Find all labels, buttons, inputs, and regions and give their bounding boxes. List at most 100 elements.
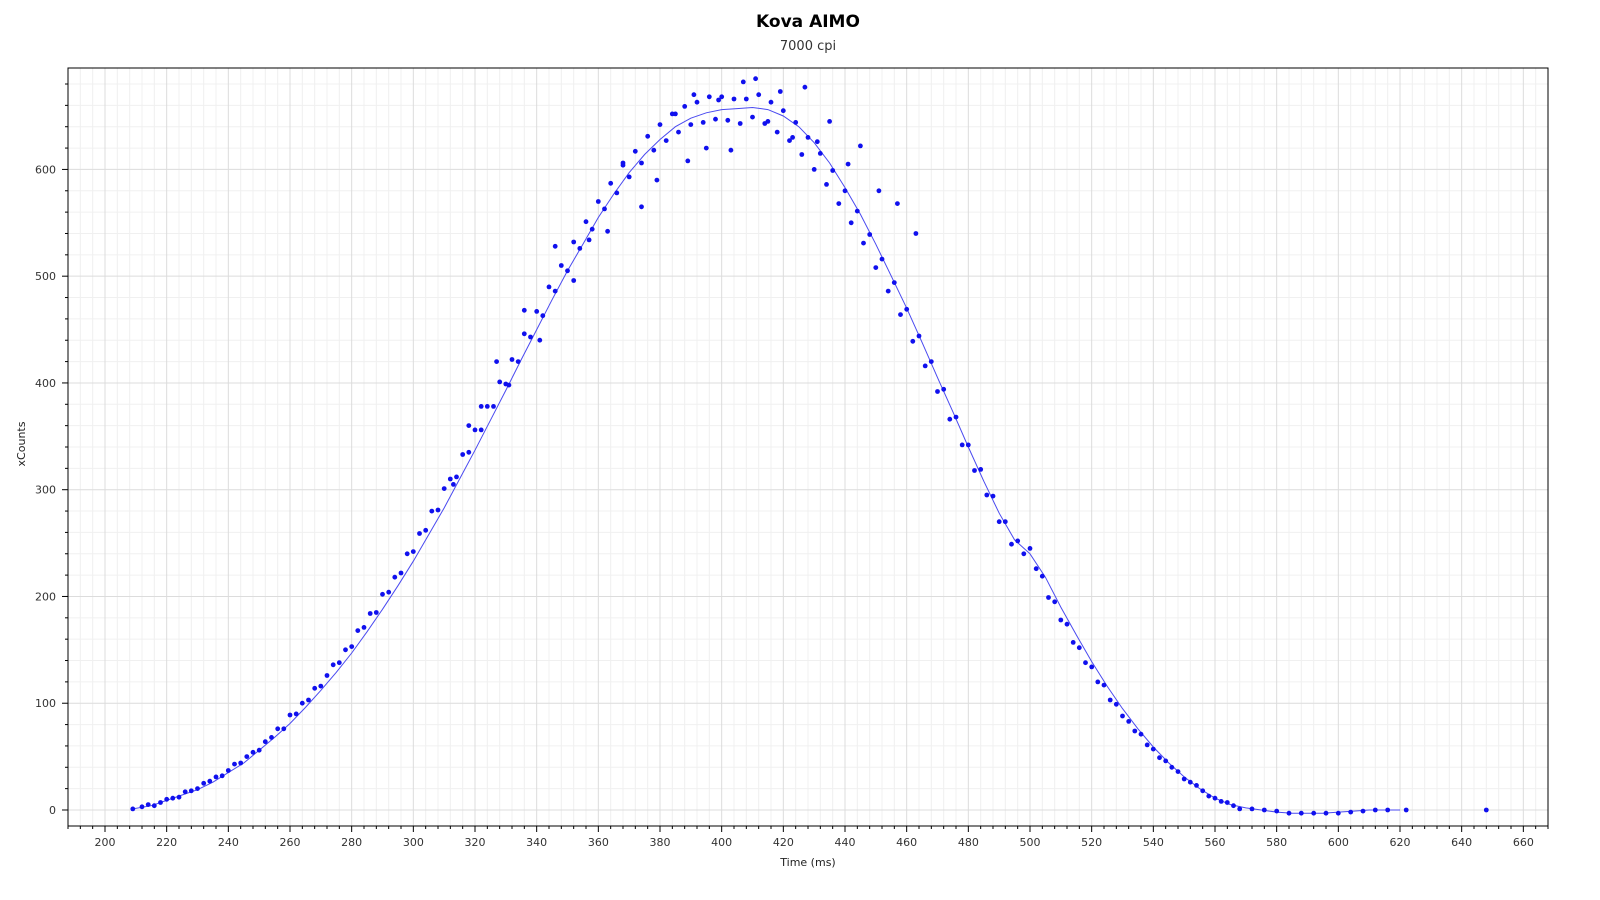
data-point xyxy=(1231,803,1236,809)
data-point xyxy=(1212,795,1218,801)
data-point xyxy=(879,256,885,262)
chart-subtitle: 7000 cpi xyxy=(780,39,836,54)
data-point xyxy=(1052,599,1058,605)
plot-area xyxy=(130,76,1489,816)
data-point xyxy=(1360,808,1366,814)
data-point xyxy=(380,591,385,597)
data-point xyxy=(947,416,953,422)
series-line xyxy=(132,106,1400,814)
data-point xyxy=(916,333,922,339)
data-point xyxy=(506,382,512,388)
axes: 200 220 240 260 280 300 320 340 360 380 400 420 440 4… xyxy=(35,67,1549,849)
data-point xyxy=(996,519,1002,525)
data-point xyxy=(1138,731,1144,737)
data-point xyxy=(484,404,490,409)
data-point xyxy=(515,359,521,364)
data-point xyxy=(750,114,755,120)
data-point xyxy=(1015,538,1021,544)
data-point xyxy=(719,94,725,100)
x-tick-label: 520 xyxy=(1081,836,1102,849)
data-point xyxy=(201,780,207,786)
data-point xyxy=(182,789,188,795)
data-point xyxy=(753,76,758,82)
data-point xyxy=(1070,640,1076,645)
data-point xyxy=(330,662,336,668)
data-point xyxy=(287,712,293,718)
data-point xyxy=(1107,697,1113,703)
data-point xyxy=(1046,595,1051,600)
data-point xyxy=(139,804,145,810)
data-point xyxy=(1385,807,1391,813)
data-point xyxy=(639,204,644,210)
data-point xyxy=(651,147,657,153)
x-tick-label: 200 xyxy=(95,836,116,849)
data-point xyxy=(1323,810,1329,816)
data-point xyxy=(176,794,182,800)
data-point xyxy=(802,84,808,90)
data-point xyxy=(343,647,348,653)
data-point xyxy=(410,549,416,554)
data-point xyxy=(250,749,256,755)
data-point xyxy=(188,788,194,794)
data-point xyxy=(898,312,903,317)
data-point xyxy=(392,574,398,580)
data-point xyxy=(904,306,910,312)
data-point xyxy=(528,334,533,340)
data-point xyxy=(367,611,373,616)
data-point xyxy=(811,167,817,172)
data-point xyxy=(478,427,484,433)
data-point xyxy=(441,486,447,491)
data-point xyxy=(1194,783,1199,788)
x-tick-label: 620 xyxy=(1390,836,1411,849)
data-point xyxy=(941,386,947,392)
data-point xyxy=(299,700,305,706)
data-point xyxy=(1218,799,1224,804)
data-point xyxy=(386,589,392,595)
data-point xyxy=(398,570,404,576)
y-tick-label: 300 xyxy=(35,484,56,497)
data-point xyxy=(232,761,237,767)
data-point xyxy=(1187,779,1193,785)
data-point xyxy=(845,161,851,167)
x-tick-label: 540 xyxy=(1143,836,1164,849)
x-tick-label: 640 xyxy=(1451,836,1472,849)
data-point xyxy=(213,774,219,780)
data-point xyxy=(1132,728,1138,734)
data-point xyxy=(614,190,620,196)
data-point xyxy=(953,414,959,420)
data-point xyxy=(1483,807,1489,813)
data-point xyxy=(1083,660,1088,666)
data-point xyxy=(688,122,694,127)
data-point xyxy=(716,97,721,103)
y-tick-label: 200 xyxy=(35,590,56,603)
x-tick-label: 480 xyxy=(958,836,979,849)
data-point xyxy=(799,152,805,157)
data-point xyxy=(740,79,746,85)
data-point xyxy=(694,99,700,105)
x-tick-label: 260 xyxy=(280,836,301,849)
data-point xyxy=(728,147,734,153)
data-point xyxy=(1298,810,1304,816)
data-point xyxy=(306,697,311,703)
data-point xyxy=(269,735,274,740)
grid xyxy=(67,68,1549,826)
data-point xyxy=(1181,776,1187,782)
chart-title: Kova AIMO xyxy=(756,12,860,32)
data-point xyxy=(454,474,459,480)
data-point xyxy=(1002,519,1008,525)
y-tick-label: 0 xyxy=(49,804,56,817)
data-point xyxy=(768,99,774,105)
data-point xyxy=(170,795,176,801)
data-point xyxy=(910,338,916,344)
x-tick-label: 600 xyxy=(1328,836,1349,849)
data-point xyxy=(417,531,422,536)
data-point xyxy=(565,268,570,274)
data-point xyxy=(429,508,435,514)
data-point xyxy=(552,288,558,294)
data-point xyxy=(361,625,367,630)
x-tick-label: 660 xyxy=(1513,836,1534,849)
data-point xyxy=(1150,746,1156,752)
data-point xyxy=(743,96,749,102)
data-point xyxy=(586,237,592,243)
data-point xyxy=(435,507,441,513)
